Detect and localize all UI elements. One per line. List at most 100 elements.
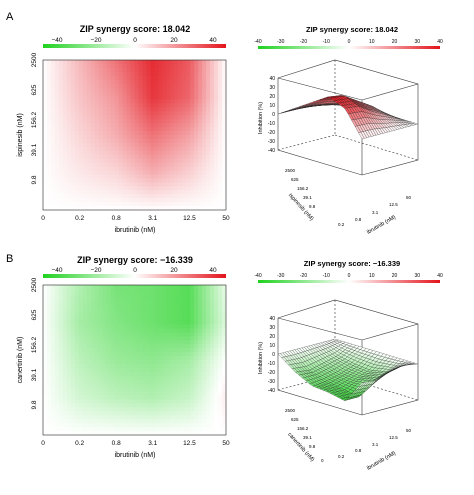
heatmap-cell bbox=[90, 99, 96, 105]
heatmap-cell bbox=[70, 111, 76, 116]
heatmap-cell bbox=[50, 296, 56, 302]
heatmap-cell bbox=[54, 115, 60, 120]
heatmap-cell bbox=[62, 363, 68, 369]
heatmap-cell bbox=[158, 395, 163, 401]
heatmap-cell bbox=[186, 103, 191, 108]
heatmap-cell bbox=[126, 403, 132, 408]
heatmap-cell bbox=[58, 166, 64, 172]
heatmap-cell bbox=[110, 308, 116, 314]
heatmap-cell bbox=[54, 71, 60, 77]
heatmap-cell bbox=[174, 336, 179, 341]
heatmap-cell bbox=[198, 371, 203, 377]
heatmap-cell bbox=[162, 91, 167, 97]
heatmap-cell bbox=[126, 379, 132, 385]
heatmap-cell bbox=[54, 174, 60, 180]
heatmap-cell bbox=[110, 300, 116, 306]
heatmap-cell bbox=[170, 292, 175, 298]
heatmap-cell bbox=[46, 142, 52, 148]
heatmap-cell bbox=[130, 123, 136, 128]
heatmap-cell bbox=[74, 308, 80, 314]
heatmap-cell bbox=[198, 423, 203, 428]
heatmap-cell bbox=[170, 87, 175, 93]
heatmap-cell bbox=[114, 103, 120, 108]
heatmap-cell bbox=[122, 336, 128, 341]
heatmap-cell bbox=[98, 206, 104, 210]
heatmap-cell bbox=[142, 375, 148, 381]
heatmap-cell bbox=[210, 178, 215, 183]
heatmap-cell bbox=[218, 119, 223, 124]
heatmap-cell bbox=[158, 202, 163, 207]
heatmap-cell bbox=[174, 423, 179, 428]
heatmap-cell bbox=[166, 344, 171, 349]
heatmap-a-x-tick: 0 bbox=[41, 215, 45, 222]
heatmap-cell bbox=[190, 162, 195, 168]
heatmap-cell bbox=[162, 316, 167, 322]
heatmap-cell bbox=[102, 154, 108, 160]
heatmap-cell bbox=[206, 63, 211, 69]
heatmap-cell bbox=[142, 407, 148, 412]
heatmap-cell bbox=[70, 83, 76, 89]
heatmap-cell bbox=[178, 170, 183, 176]
heatmap-cell bbox=[78, 198, 84, 203]
surface-a-cbar-tick: 30 bbox=[414, 39, 420, 45]
heatmap-cell bbox=[182, 340, 187, 345]
heatmap-cell bbox=[114, 186, 120, 191]
heatmap-cell bbox=[74, 87, 80, 93]
heatmap-cell bbox=[190, 403, 195, 408]
heatmap-cell bbox=[162, 379, 167, 385]
heatmap-cell bbox=[118, 427, 124, 432]
heatmap-cell bbox=[222, 91, 226, 97]
heatmap-cell bbox=[102, 162, 108, 168]
heatmap-cell bbox=[74, 285, 80, 290]
heatmap-cell bbox=[222, 107, 226, 112]
surface-b-z-tick: 0 bbox=[272, 352, 275, 358]
heatmap-cell bbox=[114, 308, 120, 314]
heatmap-cell bbox=[198, 115, 203, 120]
heatmap-cell bbox=[66, 190, 72, 195]
heatmap-cell bbox=[182, 198, 187, 203]
heatmap-cell bbox=[78, 296, 84, 302]
heatmap-cell bbox=[186, 383, 191, 389]
heatmap-cell bbox=[142, 411, 148, 416]
heatmap-cell bbox=[126, 91, 132, 97]
heatmap-cell bbox=[202, 67, 207, 73]
surface-a-colorbar bbox=[258, 46, 440, 49]
heatmap-cell bbox=[154, 296, 159, 302]
heatmap-cell bbox=[198, 300, 203, 306]
heatmap-cell bbox=[170, 360, 175, 365]
heatmap-cell bbox=[178, 352, 183, 357]
heatmap-cell bbox=[43, 427, 48, 432]
heatmap-cell bbox=[94, 300, 100, 306]
heatmap-cell bbox=[118, 79, 124, 85]
heatmap-cell bbox=[182, 154, 187, 160]
heatmap-cell bbox=[206, 83, 211, 89]
heatmap-cell bbox=[134, 166, 140, 172]
heatmap-cell bbox=[194, 411, 199, 416]
heatmap-cell bbox=[214, 131, 219, 136]
heatmap-cell bbox=[194, 423, 199, 428]
heatmap-cell bbox=[182, 285, 187, 290]
heatmap-cell bbox=[190, 411, 195, 416]
heatmap-cell bbox=[126, 75, 132, 81]
heatmap-cell bbox=[43, 356, 48, 361]
heatmap-a-colorbar-ticks: −40 −20 0 20 40 bbox=[51, 37, 217, 44]
heatmap-cell bbox=[146, 379, 152, 385]
heatmap-cell bbox=[86, 363, 92, 369]
heatmap-cell bbox=[106, 320, 112, 326]
surface-a-y-tick: 9.8 bbox=[309, 204, 316, 209]
heatmap-cell bbox=[46, 324, 52, 330]
heatmap-cell bbox=[86, 316, 92, 322]
heatmap-cell bbox=[118, 198, 124, 203]
heatmap-cell bbox=[114, 206, 120, 210]
heatmap-cell bbox=[178, 391, 183, 397]
heatmap-cell bbox=[210, 367, 215, 373]
heatmap-cell bbox=[66, 115, 72, 120]
heatmap-cell bbox=[158, 367, 163, 373]
heatmap-cell bbox=[66, 352, 72, 357]
heatmap-cell bbox=[46, 423, 52, 428]
heatmap-cell bbox=[150, 387, 155, 393]
heatmap-cell bbox=[106, 131, 112, 136]
heatmap-cell bbox=[142, 419, 148, 424]
heatmap-cell bbox=[126, 304, 132, 310]
heatmap-cell bbox=[98, 324, 104, 330]
